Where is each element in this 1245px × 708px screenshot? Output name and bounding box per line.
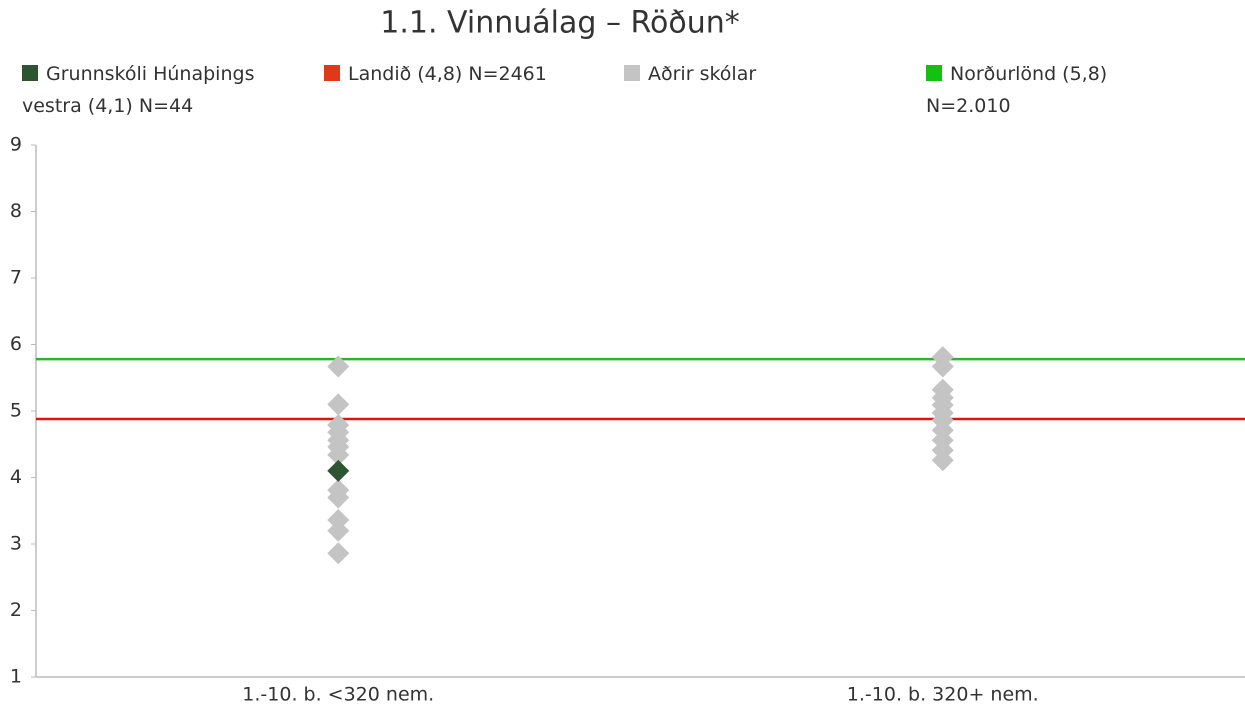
legend-swatch bbox=[926, 65, 942, 81]
legend-label: Grunnskóli Húnaþings vestra (4,1) N=44 bbox=[22, 63, 255, 117]
legend-item: Grunnskóli Húnaþings vestra (4,1) N=44 bbox=[22, 58, 292, 122]
point bbox=[931, 355, 954, 378]
legend-item: Aðrir skólar bbox=[624, 58, 884, 90]
y-tick-label: 6 bbox=[10, 333, 22, 355]
legend-swatch bbox=[22, 65, 38, 81]
y-tick-label: 1 bbox=[10, 666, 22, 688]
legend-label: Landið (4,8) N=2461 bbox=[348, 63, 547, 85]
point bbox=[327, 393, 350, 416]
point bbox=[327, 443, 350, 466]
x-tick-label: 1.-10. b. 320+ nem. bbox=[847, 684, 1039, 706]
legend-label: Aðrir skólar bbox=[648, 63, 757, 85]
point bbox=[327, 519, 350, 542]
y-tick-label: 5 bbox=[10, 400, 22, 422]
y-tick-label: 3 bbox=[10, 533, 22, 555]
y-tick-label: 2 bbox=[10, 599, 22, 621]
legend-label: Norðurlönd (5,8) N=2.010 bbox=[926, 63, 1108, 117]
point bbox=[327, 486, 350, 509]
y-tick-label: 8 bbox=[10, 200, 22, 222]
legend-item: Norðurlönd (5,8) N=2.010 bbox=[926, 58, 1156, 122]
point bbox=[327, 542, 350, 565]
y-tick-label: 9 bbox=[10, 134, 22, 156]
legend-item: Landið (4,8) N=2461 bbox=[324, 58, 624, 90]
x-tick-label: 1.-10. b. <320 nem. bbox=[242, 684, 434, 706]
point bbox=[931, 449, 954, 472]
chart-title: 1.1. Vinnuálag – Röðun* bbox=[380, 6, 739, 41]
y-tick-label: 7 bbox=[10, 267, 22, 289]
point bbox=[327, 459, 350, 482]
legend-swatch bbox=[624, 65, 640, 81]
point bbox=[327, 355, 350, 378]
legend-swatch bbox=[324, 65, 340, 81]
y-tick-label: 4 bbox=[10, 466, 22, 488]
